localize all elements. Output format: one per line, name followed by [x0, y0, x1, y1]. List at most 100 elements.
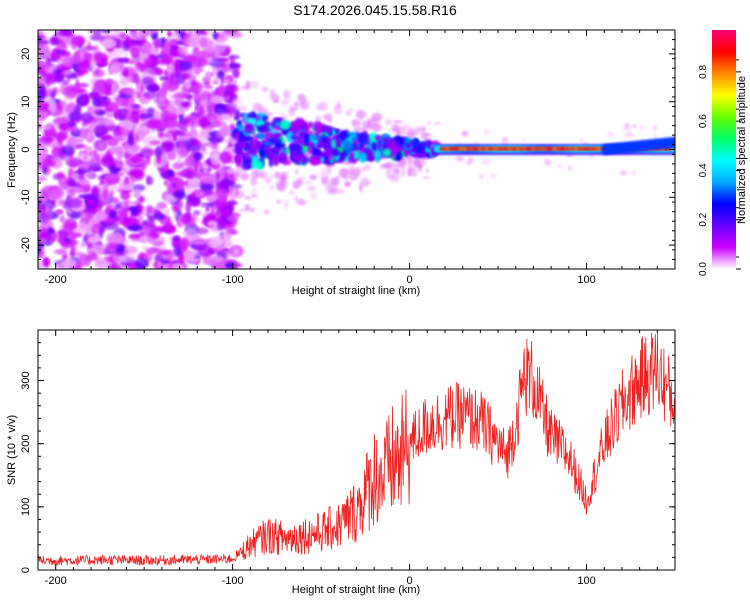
colorbar-tick-label: 0.4 [698, 163, 709, 177]
spectrogram-cell [320, 136, 328, 142]
spectrogram-cell [353, 150, 360, 160]
spectrogram-cell [252, 102, 263, 111]
spectrogram-cell [241, 154, 246, 160]
spectrogram-cell [345, 111, 352, 116]
spectrogram-cell [317, 141, 324, 148]
spectrogram-cell [128, 113, 140, 122]
spectrogram-cell [56, 39, 68, 54]
spectrogram-cell [38, 108, 46, 122]
spectrogram-cell [210, 152, 222, 166]
spectrogram-cell [184, 156, 196, 168]
spectrogram-cell [403, 150, 411, 156]
colorbar-tick-label: 0.6 [698, 114, 709, 128]
spectrogram-cell [276, 200, 282, 204]
spectrogram-cell [167, 169, 173, 176]
spectrogram-cell [76, 97, 81, 109]
spectrogram-cell [111, 30, 123, 33]
colorbar-tick-label: 0.8 [698, 64, 709, 78]
spectrogram-cell [333, 104, 342, 115]
spectrogram-cell [240, 168, 248, 177]
spectrogram-cell [189, 119, 195, 127]
spectrogram-cell [124, 175, 129, 187]
spectrogram-cell [52, 149, 59, 159]
spectrogram-cell [296, 198, 306, 206]
spectrogram-cell [489, 173, 498, 178]
spectrogram-cell [373, 149, 382, 160]
spectrogram-cell [156, 201, 168, 210]
spectrogram-cell [112, 254, 123, 262]
spectrogram-cell [142, 42, 153, 55]
spectrogram-cell [193, 151, 203, 161]
spectrogram-cell [104, 174, 120, 180]
spectrogram-cell [215, 218, 226, 224]
spectrogram-cell [120, 66, 136, 73]
spectrogram-cell [113, 156, 123, 165]
spectrogram-cell [214, 103, 226, 115]
spectrogram-cell [413, 144, 424, 154]
spectrogram-cell [288, 105, 295, 117]
spectrogram-cell [85, 254, 99, 261]
spectrogram-cell [219, 151, 232, 164]
spectrogram-cell [78, 127, 90, 139]
spectrogram-cell [300, 100, 310, 110]
spectrogram-cell [156, 155, 161, 164]
spectrogram-cell [371, 141, 378, 152]
spectrogram-cell [124, 245, 132, 255]
spectrogram-cell [172, 235, 180, 241]
spectrogram-cell [200, 37, 208, 48]
spectrogram-cell [380, 163, 385, 169]
spectrogram-cell [354, 171, 359, 179]
spectrogram-cell [93, 52, 109, 63]
spectrogram-cell [273, 99, 279, 103]
spectrogram-cell [143, 30, 159, 35]
spectrogram-cell [181, 101, 190, 107]
spectrogram-cell [67, 209, 73, 215]
spectrogram-cell [175, 109, 186, 115]
spectrogram-cell [237, 143, 242, 149]
spectrogram-cell [250, 207, 255, 213]
spectrogram-cell [38, 35, 43, 43]
spectrogram-cell [43, 257, 49, 267]
colorbar-ticks: 0.0 0.2 0.4 0.6 0.8 [698, 59, 741, 276]
spectrogram-cell [358, 151, 368, 163]
spectrogram-cell [116, 33, 126, 39]
spectrogram-cell [119, 253, 136, 263]
spectrogram-cell [102, 222, 119, 231]
spectrogram-cell [89, 34, 105, 41]
spectrogram-cell [158, 95, 166, 104]
spectrogram-cell [226, 201, 238, 206]
spectrogram-cell [43, 208, 53, 222]
spectrogram-cell [75, 137, 84, 145]
spectrogram-cell [291, 144, 302, 152]
spectrogram-cell [253, 137, 258, 148]
spectrogram-cell [169, 94, 180, 99]
spectrogram-cell [169, 99, 177, 110]
snr-series-line [38, 332, 675, 567]
spectrogram-cell [557, 164, 562, 168]
spectrogram-cell [163, 132, 172, 138]
spectrogram-cell [177, 136, 193, 141]
spectrogram-cell [79, 211, 95, 221]
spectrogram-cell [183, 228, 199, 240]
spectrogram-cell [236, 124, 245, 132]
spectrogram-cell [188, 36, 202, 47]
spectrogram-cell [259, 147, 264, 159]
spectrogram-cell [134, 257, 149, 269]
spectrogram-cell [234, 190, 245, 199]
spectrogram-cell [61, 145, 76, 156]
spectrogram-cell [175, 171, 185, 177]
spectrogram-cell [167, 63, 174, 74]
spectrogram-cell [307, 186, 316, 191]
spectrogram-cell [98, 84, 106, 97]
spectrogram-cell [221, 163, 226, 174]
spectrogram-cell [155, 102, 168, 107]
spectrogram-cell [199, 183, 215, 191]
spectrogram-cell [285, 147, 290, 155]
spectrogram-cell [231, 97, 242, 107]
spectrogram-cell [371, 112, 382, 123]
spectrogram-cell [175, 180, 181, 189]
spectrogram-cell [159, 76, 171, 81]
spectrogram-cell [225, 262, 235, 269]
spectrogram-cell [461, 130, 469, 137]
